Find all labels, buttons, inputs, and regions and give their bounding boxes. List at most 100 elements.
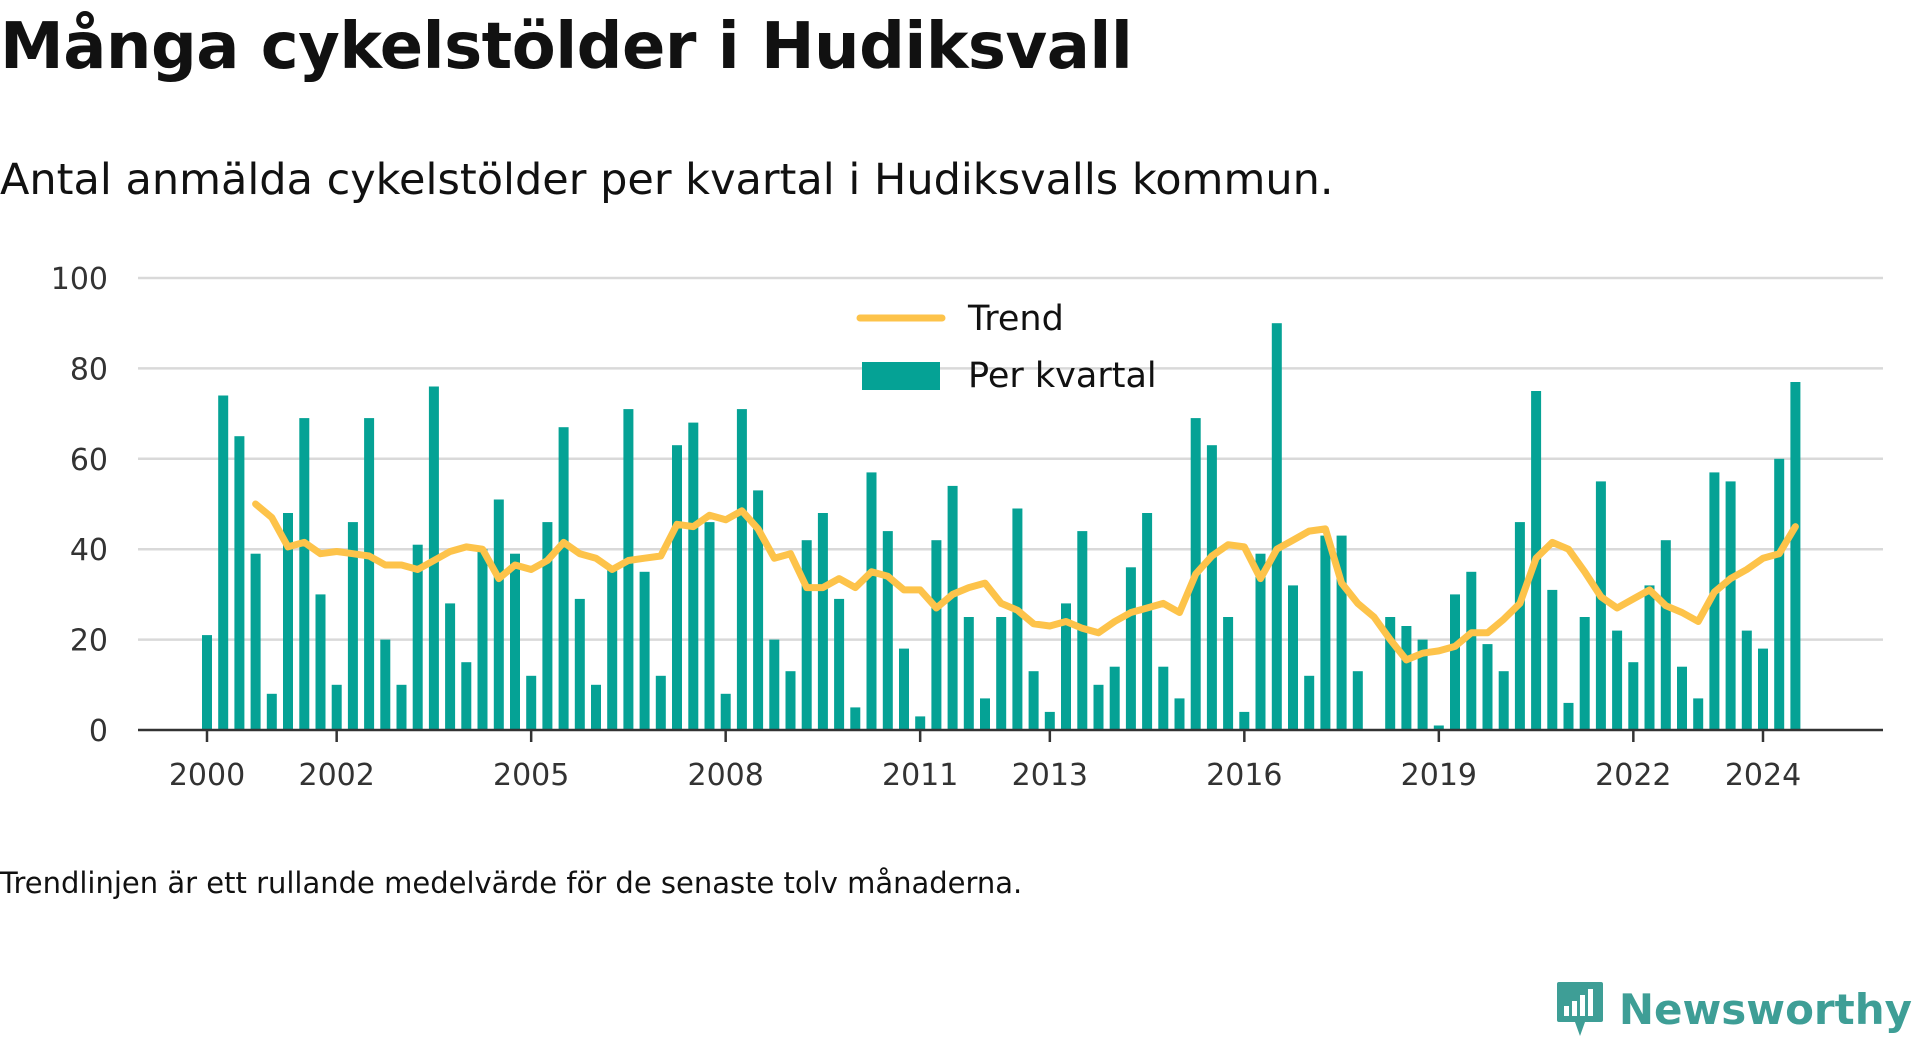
bar-2014-Q2 [1125, 567, 1136, 730]
bar-2019-Q1 [1433, 725, 1444, 730]
legend: Trend Per kvartal [856, 299, 1157, 396]
bar-2004-Q1 [461, 662, 472, 730]
chart-subtitle: Antal anmälda cykelstölder per kvartal i… [0, 155, 1334, 205]
bar-2002-Q4 [380, 639, 391, 730]
bar-2021-Q1 [1563, 702, 1574, 730]
bar-2000-Q2 [218, 395, 229, 730]
footnote: Trendlinjen är ett rullande medelvärde f… [0, 866, 1023, 900]
bar-2007-Q1 [655, 675, 666, 730]
newsworthy-logo[interactable]: Newsworthy [1555, 980, 1912, 1038]
bar-2003-Q1 [396, 684, 407, 730]
bar-2017-Q1 [1304, 675, 1315, 730]
bar-2005-Q1 [526, 675, 537, 730]
y-tick-label-20: 20 [70, 624, 108, 659]
bar-2014-Q1 [1109, 666, 1120, 730]
x-tick-label-2019: 2019 [1401, 758, 1477, 793]
x-tick-label-2005: 2005 [493, 758, 569, 793]
y-axis-ticks: 0 20 40 60 80 100 [51, 262, 108, 749]
bar-2022-Q1 [1628, 662, 1639, 730]
bar-2009-Q2 [801, 540, 812, 730]
trend-line [252, 500, 1799, 664]
x-tick-label-2013: 2013 [1012, 758, 1088, 793]
x-tick-label-2022: 2022 [1595, 758, 1671, 793]
x-tick-label-2011: 2011 [882, 758, 958, 793]
y-tick-label-100: 100 [51, 262, 108, 297]
x-tick-label-2008: 2008 [687, 758, 763, 793]
bar-2008-Q3 [753, 490, 764, 730]
bar-2020-Q4 [1547, 589, 1558, 730]
bar-2021-Q3 [1595, 481, 1606, 730]
bar-2016-Q4 [1288, 585, 1298, 730]
bar-2018-Q4 [1417, 639, 1428, 730]
bar-2014-Q4 [1158, 666, 1169, 730]
bar-2002-Q2 [347, 522, 358, 730]
y-tick-label-60: 60 [70, 443, 108, 478]
legend-trend-label: Trend [967, 299, 1064, 339]
bike-theft-chart: 0 20 40 60 80 100 2000 2002 2005 2008 2011 2013 201… [51, 262, 1883, 793]
bar-2017-Q2 [1320, 535, 1331, 730]
bar-2000-Q3 [234, 436, 245, 730]
bar-2023-Q2 [1709, 472, 1720, 730]
x-axis-ticks: 2000 2002 2005 2008 2011 2013 2016 2019 2022 2024 [169, 730, 1801, 793]
bar-2009-Q1 [785, 671, 796, 730]
bar-2000-Q1 [202, 635, 212, 730]
bar-2016-Q1 [1239, 711, 1250, 730]
bar-2014-Q3 [1142, 513, 1153, 730]
bar-2024-Q3 [1790, 382, 1801, 730]
bar-2001-Q2 [283, 513, 293, 730]
bar-2020-Q2 [1514, 522, 1525, 730]
bar-2004-Q3 [493, 499, 504, 730]
bar-2012-Q1 [980, 698, 990, 730]
bar-2007-Q3 [688, 422, 699, 730]
bar-2001-Q1 [266, 693, 277, 730]
bar-2007-Q2 [672, 445, 682, 730]
bar-2024-Q1 [1758, 648, 1768, 730]
bar-2023-Q4 [1741, 630, 1752, 730]
bar-2009-Q3 [817, 513, 828, 730]
bar-2009-Q4 [834, 598, 845, 730]
x-tick-label-2016: 2016 [1206, 758, 1282, 793]
bar-2002-Q1 [331, 684, 342, 730]
bar-2016-Q3 [1271, 323, 1282, 730]
bar-2021-Q2 [1579, 617, 1590, 730]
bar-2004-Q4 [510, 553, 520, 730]
bar-2006-Q3 [623, 409, 634, 730]
x-tick-label-2002: 2002 [298, 758, 374, 793]
bar-2013-Q2 [1061, 603, 1071, 730]
bar-2006-Q4 [639, 571, 650, 730]
bar-2018-Q2 [1385, 617, 1396, 730]
bar-2011-Q4 [963, 617, 974, 730]
bar-2000-Q4 [250, 553, 261, 730]
bar-2003-Q2 [412, 544, 423, 730]
bar-2006-Q1 [591, 684, 601, 730]
trend-line-group [252, 500, 1799, 664]
bar-2003-Q4 [445, 603, 456, 730]
bar-2019-Q2 [1450, 594, 1460, 730]
bar-2019-Q4 [1482, 644, 1493, 730]
bar-2020-Q1 [1498, 671, 1509, 730]
bar-2013-Q1 [1044, 711, 1055, 730]
bar-2011-Q1 [915, 716, 926, 730]
bar-2001-Q4 [315, 594, 326, 730]
bar-2010-Q2 [866, 472, 877, 730]
bar-2008-Q4 [769, 639, 780, 730]
bar-2005-Q2 [542, 522, 553, 730]
newsworthy-logo-icon [1556, 982, 1603, 1036]
bar-2012-Q2 [996, 617, 1007, 730]
bar-2015-Q3 [1206, 445, 1217, 730]
bar-2017-Q3 [1336, 535, 1347, 730]
bar-2015-Q1 [1174, 698, 1185, 730]
bar-2023-Q1 [1693, 698, 1704, 730]
bar-2022-Q4 [1677, 666, 1687, 730]
quarterly-bars [202, 323, 1801, 730]
bar-2008-Q2 [736, 409, 747, 730]
bar-2013-Q4 [1093, 684, 1104, 730]
bar-2001-Q3 [299, 418, 310, 730]
bar-2018-Q3 [1401, 626, 1412, 730]
bar-2019-Q3 [1466, 571, 1477, 730]
bar-2010-Q3 [882, 531, 893, 730]
bar-2008-Q1 [720, 693, 731, 730]
newsworthy-logo-text: Newsworthy [1618, 984, 1912, 1034]
bar-2004-Q2 [477, 549, 488, 730]
legend-per-kvartal-label: Per kvartal [968, 356, 1157, 396]
